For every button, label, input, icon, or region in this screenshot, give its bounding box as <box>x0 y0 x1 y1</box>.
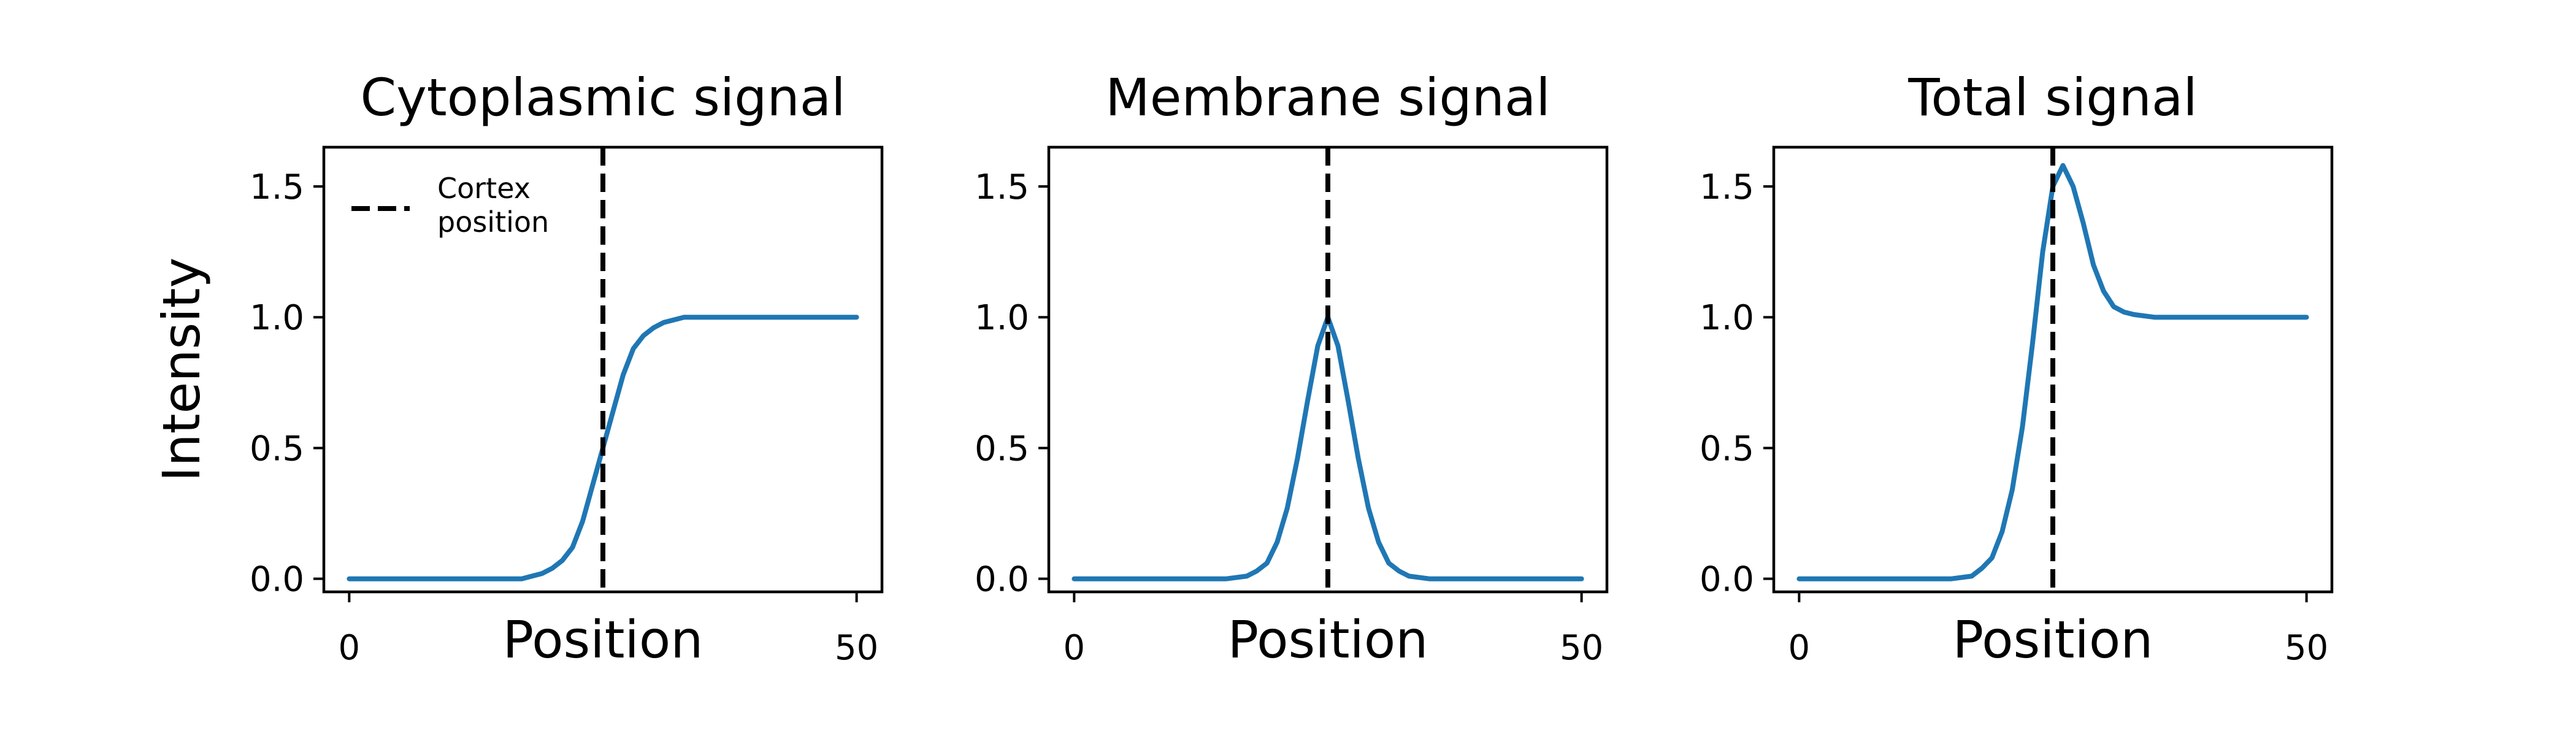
chart-title: Cytoplasmic signal <box>360 67 845 128</box>
x-tick-label: 50 <box>2285 628 2328 668</box>
x-tick-label: 50 <box>835 628 878 668</box>
y-tick-label: 1.0 <box>1700 298 1754 338</box>
y-tick-label: 1.0 <box>250 298 304 338</box>
y-tick-label: 1.0 <box>975 298 1029 338</box>
legend-label-line2: position <box>437 205 549 239</box>
y-tick-label: 1.5 <box>250 167 304 207</box>
axes-frame <box>322 145 884 594</box>
x-tick-label: 50 <box>1560 628 1603 668</box>
y-tick-label: 0.0 <box>975 560 1029 600</box>
y-tick-label: 0.5 <box>975 429 1029 469</box>
y-tick-label: 0.5 <box>1700 429 1754 469</box>
x-axis-label: Position <box>502 610 703 670</box>
y-tick-label: 1.5 <box>1700 167 1754 207</box>
panel-2: 0.0 0.5 1.0 1.5 0 50 Membrane signal Position <box>975 67 1609 670</box>
x-axis-label: Position <box>1952 610 2153 670</box>
chart-title: Membrane signal <box>1105 67 1550 128</box>
y-tick-label: 0.0 <box>250 560 304 600</box>
panel-3: 0.0 0.5 1.0 1.5 0 50 Total signal Position <box>1700 67 2334 670</box>
legend-label-line1: Cortex <box>437 172 531 205</box>
y-tick-label: 0.0 <box>1700 560 1754 600</box>
x-tick-label: 0 <box>1788 628 1811 668</box>
panels: 0.0 0.5 1.0 1.5 0 50 Cytoplasmic signal Positio… <box>151 67 2334 670</box>
x-axis-label: Position <box>1227 610 1428 670</box>
axes-frame <box>1047 145 1609 594</box>
x-tick-label: 0 <box>339 628 361 668</box>
chart-title: Total signal <box>1907 67 2197 128</box>
y-tick-label: 1.5 <box>975 167 1029 207</box>
panel-1: 0.0 0.5 1.0 1.5 0 50 Cytoplasmic signal Positio… <box>151 67 884 670</box>
axes-frame <box>1772 145 2334 594</box>
x-tick-label: 0 <box>1064 628 1086 668</box>
y-tick-label: 0.5 <box>250 429 304 469</box>
y-axis-label: Intensity <box>151 258 212 482</box>
